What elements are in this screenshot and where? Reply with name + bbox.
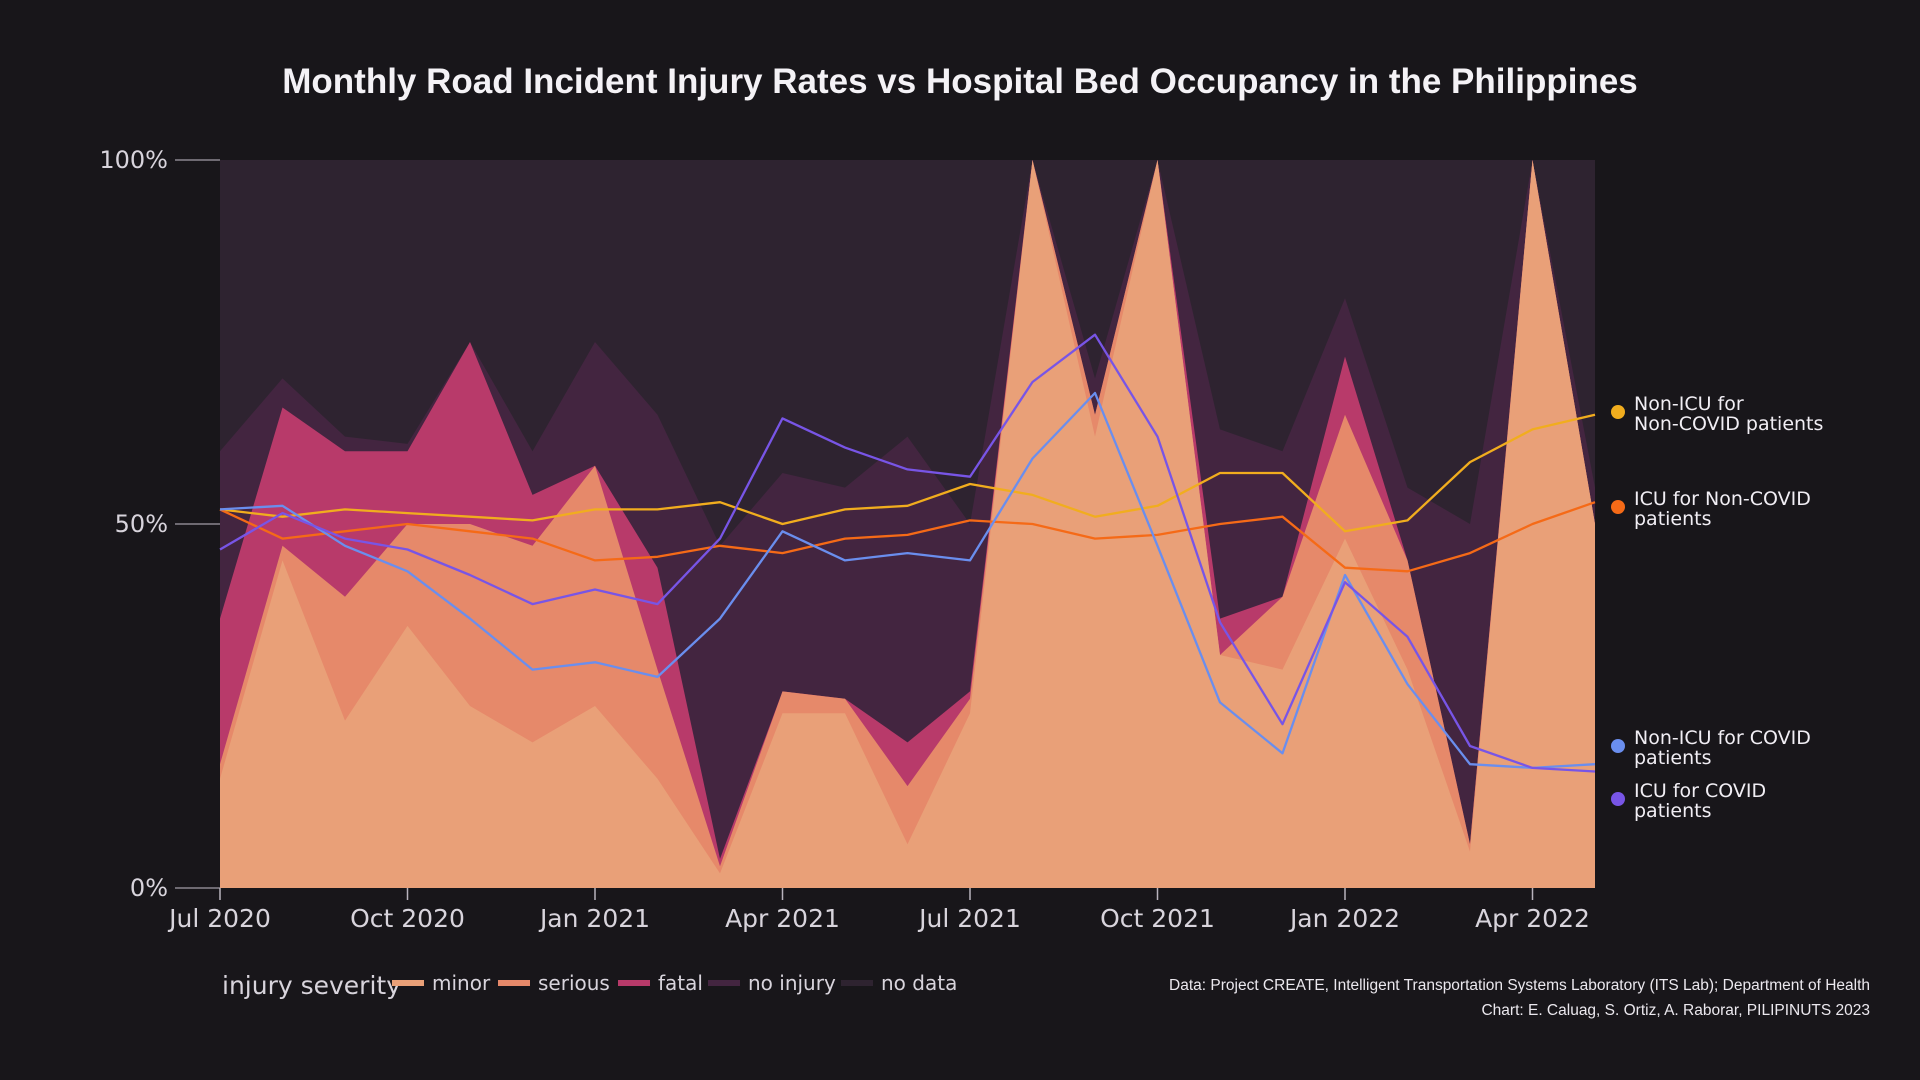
line-non-icu-covid xyxy=(219,391,1596,770)
line-labels: Non-ICU for Non-COVID patients ICU for Non… xyxy=(1611,393,1823,822)
x-tick-label: Jan 2021 xyxy=(538,904,650,933)
y-tick-label: 100% xyxy=(99,146,168,174)
axes: 0% 50% 100% Jul 2020 Oct 2020 Jan 2021 Apr 202… xyxy=(99,146,1590,933)
source-credit: Data: Project CREATE, Intelligent Transp… xyxy=(1169,977,1870,994)
line-icu-non-covid xyxy=(219,501,1596,573)
line-label-non-icu-non-covid: Non-ICU for Non-COVID patients xyxy=(1634,393,1823,435)
x-tick-label: Jul 2021 xyxy=(917,904,1021,933)
legend-dot-non-icu-covid xyxy=(1611,739,1625,753)
y-tick-label: 50% xyxy=(115,510,168,538)
legend-swatch-no-data xyxy=(841,980,873,986)
legend-dot-icu-covid xyxy=(1611,792,1625,806)
x-tick-label: Jan 2022 xyxy=(1288,904,1400,933)
legend-swatch-minor xyxy=(392,980,424,986)
y-tick-label: 0% xyxy=(130,874,168,902)
line-icu-covid xyxy=(219,333,1596,773)
legend: injury severity minor serious fatal no injur… xyxy=(222,971,957,1000)
legend-swatch-no-injury xyxy=(708,980,740,986)
legend-label-no-injury: no injury xyxy=(748,971,836,995)
x-tick-label: Oct 2021 xyxy=(1100,904,1215,933)
legend-label-serious: serious xyxy=(538,971,610,995)
stacked-areas xyxy=(220,160,1595,888)
x-tick-label: Apr 2021 xyxy=(725,904,840,933)
line-label-icu-non-covid: ICU for Non-COVID patients xyxy=(1634,488,1811,530)
x-tick-label: Jul 2020 xyxy=(167,904,271,933)
x-tick-label: Oct 2020 xyxy=(350,904,465,933)
line-label-icu-covid: ICU for COVID patients xyxy=(1634,780,1766,822)
line-label-non-icu-covid: Non-ICU for COVID patients xyxy=(1634,727,1811,769)
legend-title: injury severity xyxy=(222,971,401,1000)
chart-title: Monthly Road Incident Injury Rates vs Ho… xyxy=(282,62,1638,101)
legend-label-no-data: no data xyxy=(881,971,957,995)
legend-swatch-serious xyxy=(498,980,530,986)
legend-label-minor: minor xyxy=(432,971,491,995)
area-minor xyxy=(220,160,1595,888)
legend-dot-icu-non-covid xyxy=(1611,500,1625,514)
chart-credit: Chart: E. Caluag, S. Ortiz, A. Raborar, … xyxy=(1481,1002,1870,1019)
legend-label-fatal: fatal xyxy=(658,971,703,995)
line-non-icu-non-covid xyxy=(219,413,1596,533)
x-tick-label: Apr 2022 xyxy=(1475,904,1590,933)
occupancy-lines xyxy=(219,333,1596,773)
legend-dot-non-icu-non-covid xyxy=(1611,405,1625,419)
legend-swatch-fatal xyxy=(618,980,650,986)
